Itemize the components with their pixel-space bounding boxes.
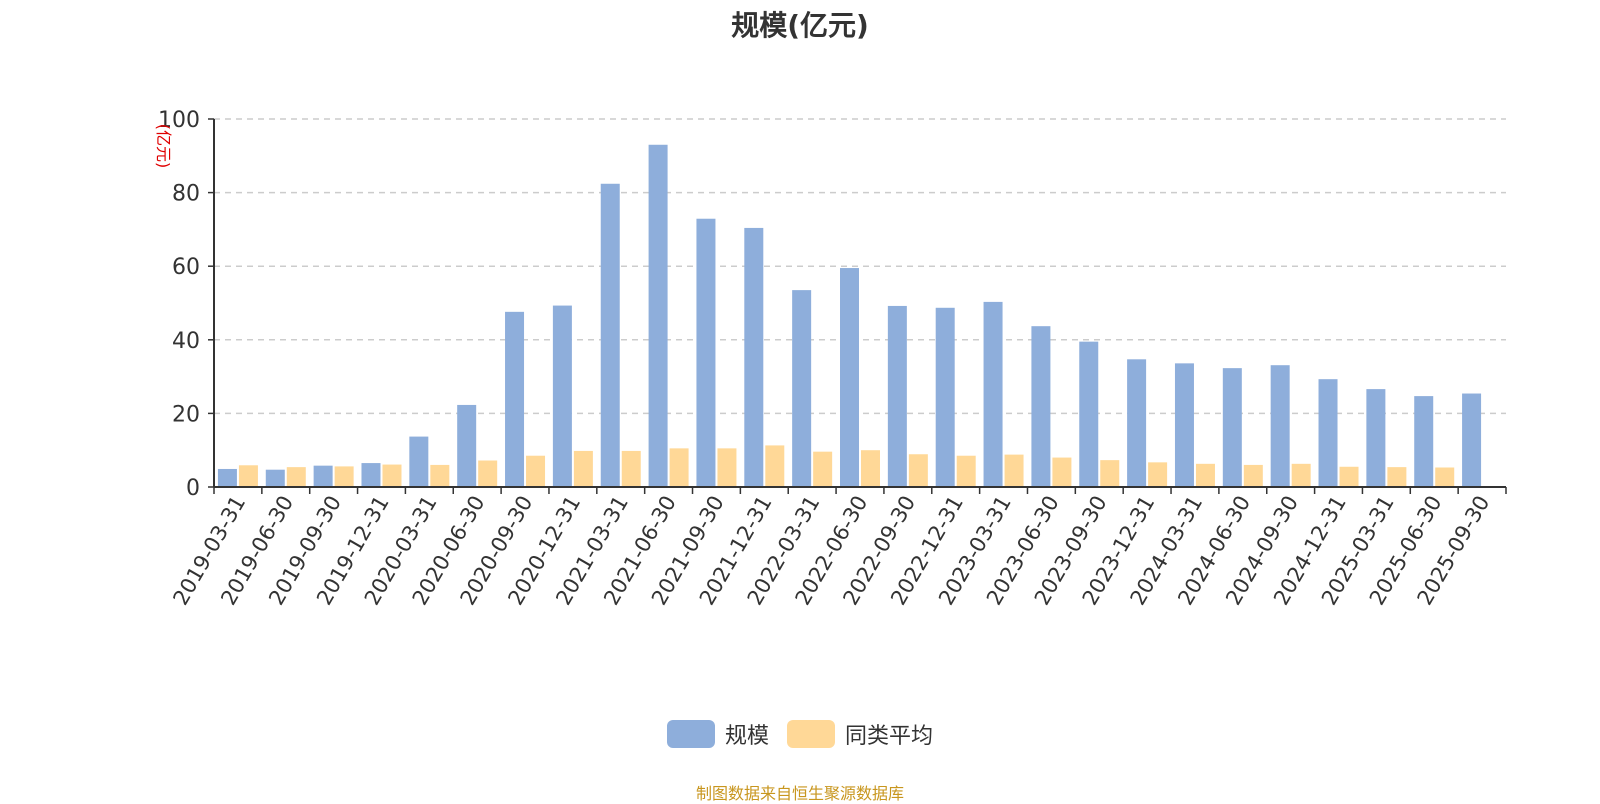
bar-series-2[interactable] xyxy=(1195,463,1215,487)
y-tick-label: 0 xyxy=(186,476,200,501)
bars xyxy=(217,144,1482,488)
bar-series-1[interactable] xyxy=(1127,359,1147,487)
bar-series-2[interactable] xyxy=(1052,457,1072,487)
bar-series-2[interactable] xyxy=(1291,463,1311,487)
y-tick-label: 100 xyxy=(158,108,200,133)
bar-series-2[interactable] xyxy=(861,450,880,487)
bar-series-1[interactable] xyxy=(552,305,572,487)
bar-series-2[interactable] xyxy=(813,451,833,487)
bar-series-2[interactable] xyxy=(956,455,976,487)
bar-series-1[interactable] xyxy=(457,404,477,487)
bar-series-2[interactable] xyxy=(908,454,928,487)
y-tick-label: 80 xyxy=(172,182,200,207)
bar-series-1[interactable] xyxy=(983,301,1003,487)
bar-series-2[interactable] xyxy=(1435,467,1455,487)
legend: 规模 同类平均 xyxy=(0,718,1600,750)
bar-series-2[interactable] xyxy=(621,450,641,487)
bar-series-1[interactable] xyxy=(1079,341,1099,487)
y-tick-label: 60 xyxy=(172,255,200,280)
bar-series-1[interactable] xyxy=(600,183,620,487)
bar-series-2[interactable] xyxy=(1387,467,1407,487)
bar-series-1[interactable] xyxy=(1462,393,1482,487)
bar-series-1[interactable] xyxy=(1270,365,1290,487)
legend-label-series-1: 规模 xyxy=(724,724,769,749)
bar-series-2[interactable] xyxy=(1100,460,1120,487)
bar-series-2[interactable] xyxy=(238,465,258,487)
legend-swatch-series-2 xyxy=(787,720,835,748)
legend-label-series-2: 同类平均 xyxy=(845,724,934,749)
bar-series-2[interactable] xyxy=(1243,464,1263,487)
bar-series-2[interactable] xyxy=(334,466,354,487)
bar-series-1[interactable] xyxy=(1366,389,1386,487)
y-axis-unit-label: (亿元) xyxy=(154,124,173,169)
bar-series-1[interactable] xyxy=(409,436,429,487)
bar-series-2[interactable] xyxy=(669,448,689,487)
bar-series-2[interactable] xyxy=(382,464,402,487)
bar-series-2[interactable] xyxy=(526,455,546,487)
bar-series-1[interactable] xyxy=(648,144,668,487)
bar-series-1[interactable] xyxy=(840,268,859,487)
bar-series-2[interactable] xyxy=(765,445,785,487)
bar-chart: 0204060801002019-03-312019-06-302019-09-… xyxy=(154,108,1507,609)
bar-series-2[interactable] xyxy=(478,460,498,487)
bar-series-1[interactable] xyxy=(696,218,716,487)
legend-item-series-2[interactable]: 同类平均 xyxy=(787,718,933,750)
bar-series-1[interactable] xyxy=(505,311,525,487)
axes: 0204060801002019-03-312019-06-302019-09-… xyxy=(158,108,1507,609)
bar-series-1[interactable] xyxy=(1318,379,1338,487)
bar-series-2[interactable] xyxy=(717,448,737,487)
y-tick-label: 20 xyxy=(172,402,200,427)
bar-series-1[interactable] xyxy=(313,465,333,487)
chart-title: 规模(亿元) xyxy=(731,9,869,42)
bar-series-2[interactable] xyxy=(1004,454,1024,487)
bar-series-1[interactable] xyxy=(1174,363,1194,487)
y-tick-label: 40 xyxy=(172,329,200,354)
bar-series-1[interactable] xyxy=(744,227,764,488)
bar-series-2[interactable] xyxy=(430,464,450,487)
bar-series-1[interactable] xyxy=(792,290,812,487)
bar-series-2[interactable] xyxy=(286,467,306,487)
bar-series-1[interactable] xyxy=(935,307,955,487)
bar-series-1[interactable] xyxy=(361,463,381,487)
bar-series-1[interactable] xyxy=(217,468,237,487)
legend-swatch-series-1 xyxy=(666,720,715,748)
source-note: 制图数据来自恒生聚源数据库 xyxy=(695,784,904,803)
bar-series-2[interactable] xyxy=(573,450,593,487)
bar-series-1[interactable] xyxy=(265,469,285,487)
bar-series-1[interactable] xyxy=(1031,326,1051,487)
bar-series-2[interactable] xyxy=(1339,466,1359,487)
bar-series-1[interactable] xyxy=(1414,396,1434,487)
grid-lines xyxy=(214,118,1506,415)
bar-series-1[interactable] xyxy=(887,305,907,487)
bar-series-1[interactable] xyxy=(1222,368,1242,487)
legend-item-series-1[interactable]: 规模 xyxy=(666,718,769,750)
bar-series-2[interactable] xyxy=(1148,462,1168,487)
